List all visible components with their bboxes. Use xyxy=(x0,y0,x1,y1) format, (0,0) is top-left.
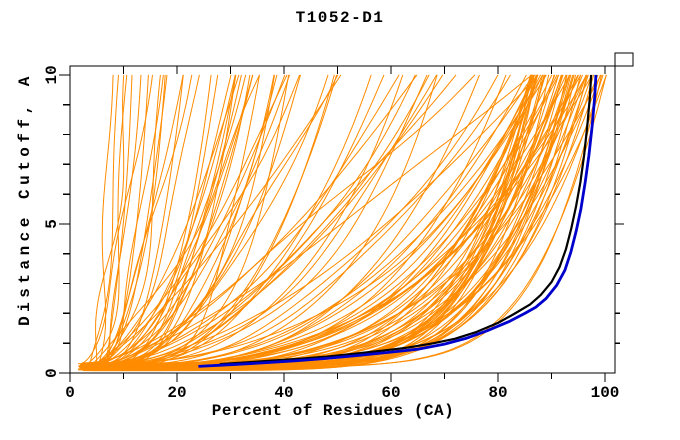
y-tick-label: 5 xyxy=(43,219,61,229)
x-tick-label: 80 xyxy=(488,384,507,402)
model-curve xyxy=(80,74,539,371)
model-curve xyxy=(86,74,457,371)
model-curve xyxy=(96,74,290,366)
y-tick-label: 10 xyxy=(43,65,61,84)
frame-corner-notch xyxy=(614,52,634,67)
reference-model-curve xyxy=(219,74,593,366)
y-tick-label: 0 xyxy=(43,368,61,378)
model-curve xyxy=(93,74,607,369)
model-curve xyxy=(80,74,534,370)
plot-frame xyxy=(69,65,616,374)
x-tick-label: 40 xyxy=(274,384,293,402)
model-curve xyxy=(96,74,533,371)
model-curve xyxy=(87,74,511,365)
model-curve xyxy=(84,74,329,365)
model-curve xyxy=(90,74,240,365)
model-curve xyxy=(96,74,535,371)
x-tick-label: 100 xyxy=(591,384,620,402)
model-curve xyxy=(96,74,133,367)
x-axis-label: Percent of Residues (CA) xyxy=(211,402,455,420)
model-curve xyxy=(85,74,275,364)
x-tick-label: 20 xyxy=(167,384,186,402)
model-curve xyxy=(82,74,595,372)
model-curve xyxy=(84,74,602,370)
model-curve xyxy=(99,74,236,366)
model-curve xyxy=(97,74,301,370)
model-curve xyxy=(89,74,193,367)
model-curve xyxy=(81,74,400,369)
model-curve xyxy=(98,74,476,368)
model-curve xyxy=(83,74,553,368)
model-curve xyxy=(96,74,114,369)
model-curve xyxy=(88,74,119,366)
model-curve xyxy=(79,74,534,370)
model-curve xyxy=(82,74,153,364)
model-curve xyxy=(95,74,125,368)
x-tick-label: 0 xyxy=(65,384,75,402)
model-curve xyxy=(82,74,533,366)
model-curve xyxy=(95,74,430,369)
x-tick-label: 60 xyxy=(381,384,400,402)
chart-title: T1052-D1 xyxy=(295,9,385,27)
model-curve xyxy=(85,74,527,371)
model-curve xyxy=(92,74,254,364)
highlighted-model-curve xyxy=(198,74,598,368)
